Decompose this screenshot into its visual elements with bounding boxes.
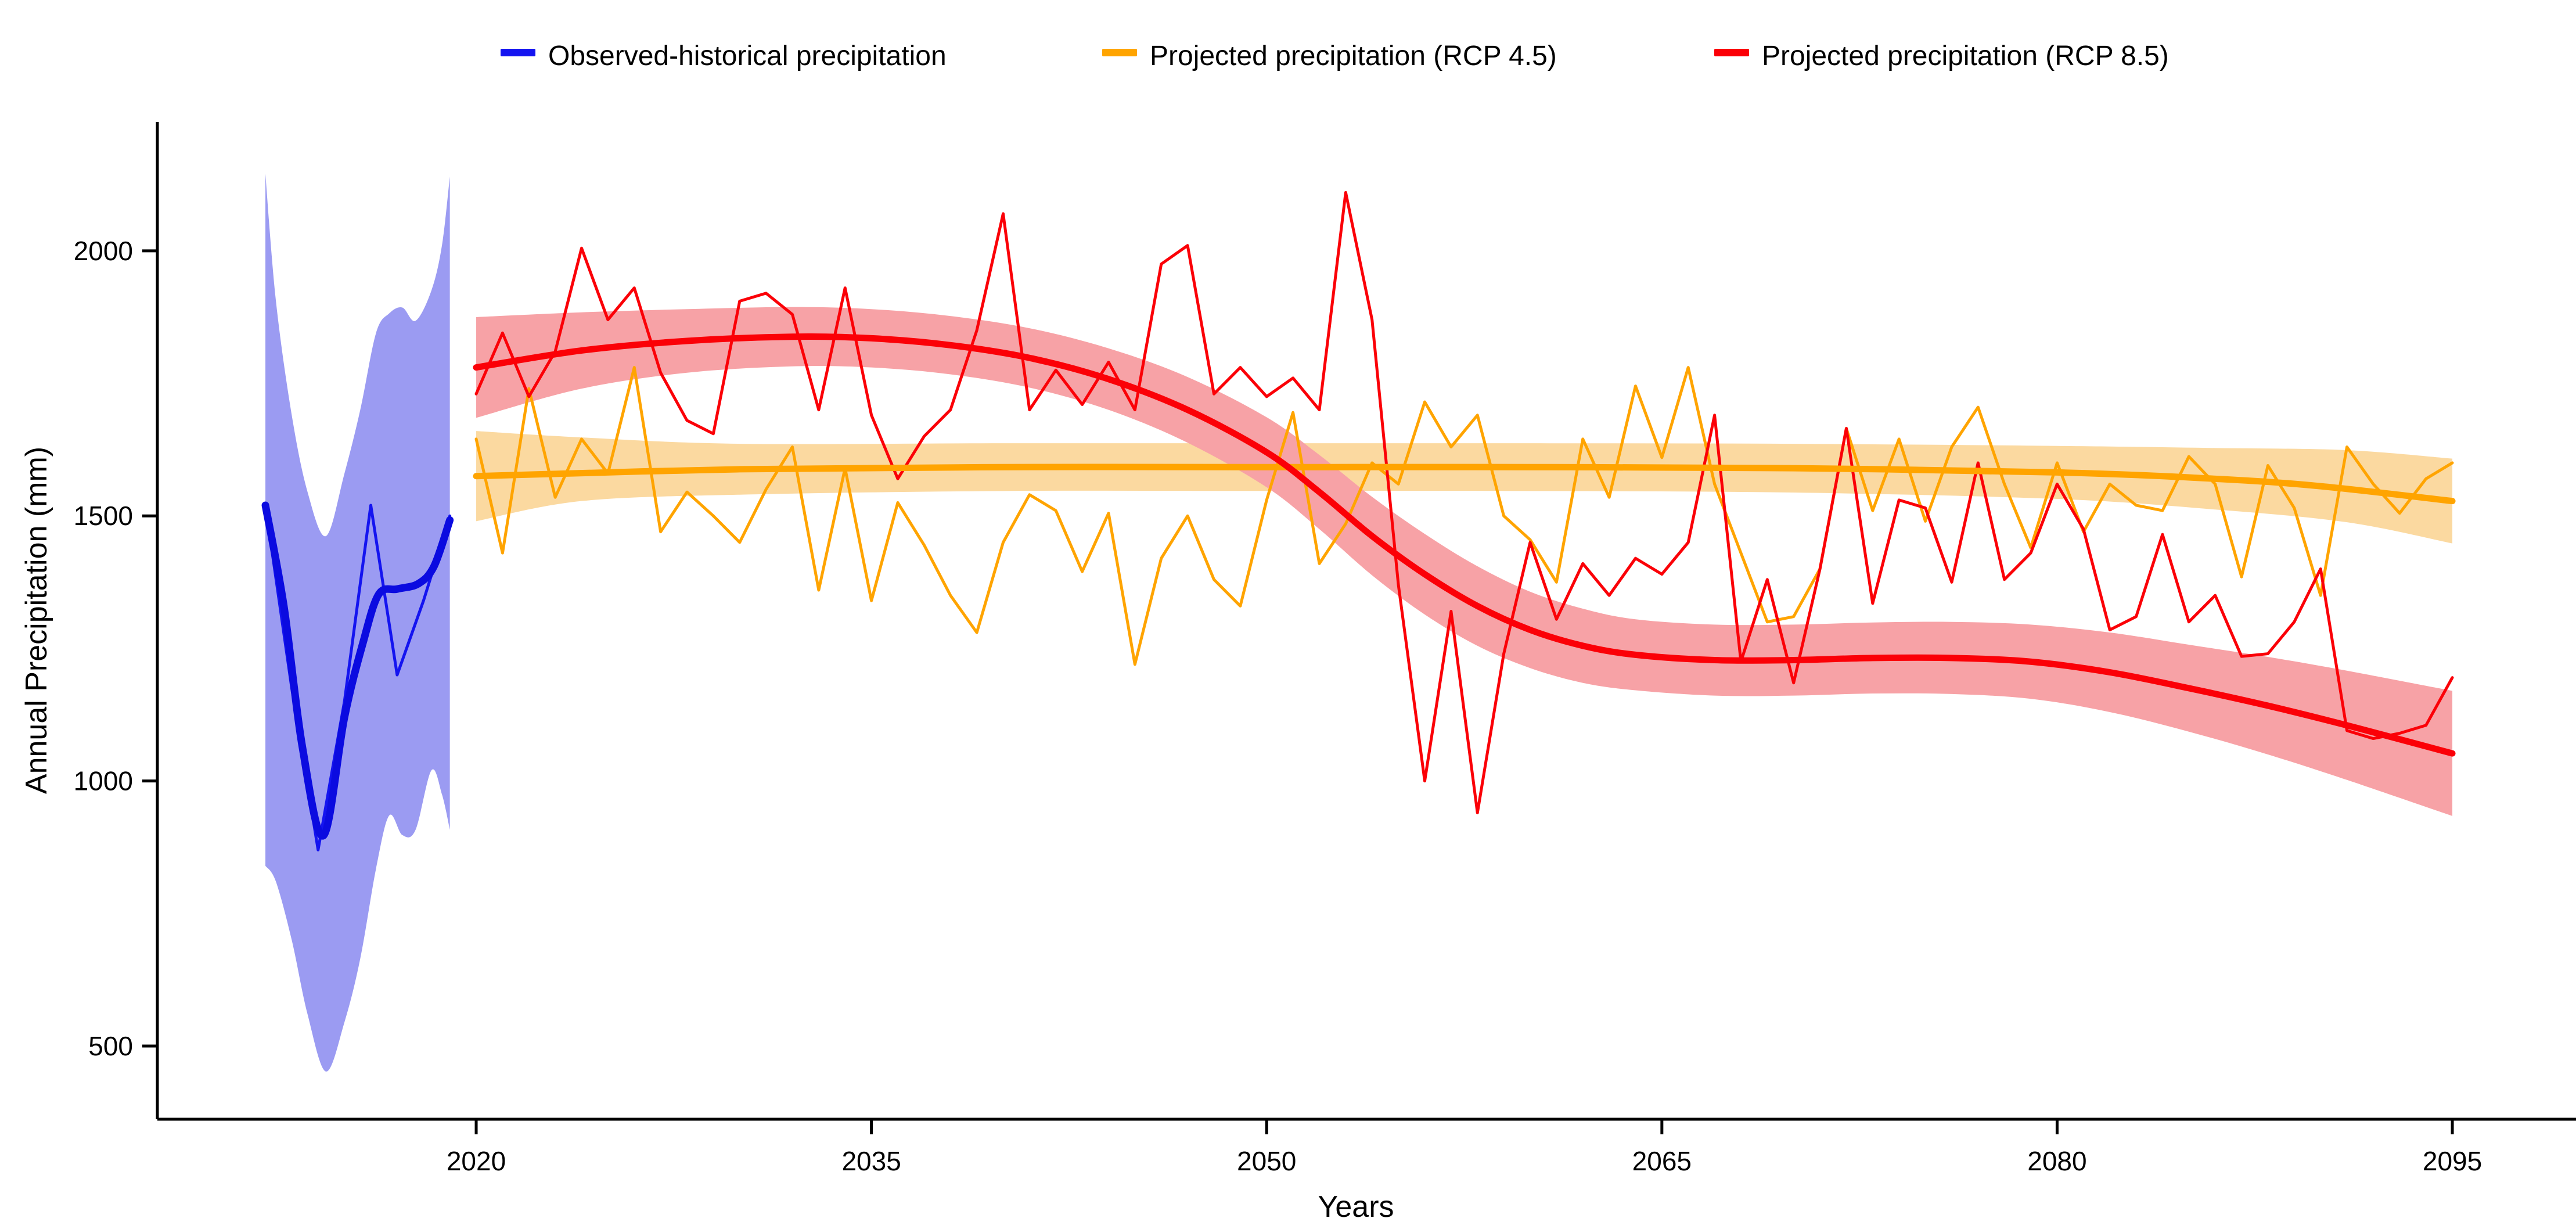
legend-item-rcp85: Projected precipitation (RCP 8.5) — [1714, 41, 2169, 71]
legend-item-observed: Observed-historical precipitation — [501, 41, 947, 71]
x-tick-label: 2050 — [1237, 1146, 1296, 1176]
series-observed-band — [265, 174, 450, 1072]
y-tick-label: 1500 — [74, 501, 133, 531]
legend-item-rcp45: Projected precipitation (RCP 4.5) — [1102, 41, 1557, 71]
legend-label-rcp85: Projected precipitation (RCP 8.5) — [1762, 41, 2169, 71]
y-tick-label: 500 — [88, 1031, 133, 1061]
y-axis-title: Annual Precipitation (mm) — [20, 447, 53, 794]
series-rcp45-annual — [474, 366, 2454, 666]
chart-legend: Observed-historical precipitation Projec… — [501, 41, 2169, 71]
series-rcp85-annual — [474, 191, 2454, 814]
y-tick-label: 2000 — [74, 236, 133, 266]
observed-swatch-icon — [501, 49, 535, 56]
x-tick-label: 2020 — [447, 1146, 506, 1176]
x-tick-label: 2080 — [2027, 1146, 2086, 1176]
x-axis-title: Years — [1318, 1190, 1394, 1224]
series-layer — [261, 174, 2456, 1072]
series-rcp85-loess — [473, 333, 2456, 757]
x-tick-label: 2065 — [1632, 1146, 1692, 1176]
x-tick-label: 2095 — [2423, 1146, 2482, 1176]
series-rcp45-loess — [473, 463, 2456, 505]
rcp85-swatch-icon — [1714, 49, 1749, 56]
series-observed-loess — [261, 501, 454, 840]
legend-label-observed: Observed-historical precipitation — [548, 41, 947, 71]
rcp45-swatch-icon — [1102, 49, 1137, 56]
axes-layer: 500 1000 1500 2000 2020 2035 2050 2065 2080 2095 — [74, 122, 2576, 1176]
x-tick-label: 2035 — [841, 1146, 901, 1176]
y-tick-label: 1000 — [74, 766, 133, 796]
legend-label-rcp45: Projected precipitation (RCP 4.5) — [1150, 41, 1557, 71]
series-rcp85-band — [476, 307, 2453, 816]
series-rcp45-band — [476, 431, 2453, 544]
